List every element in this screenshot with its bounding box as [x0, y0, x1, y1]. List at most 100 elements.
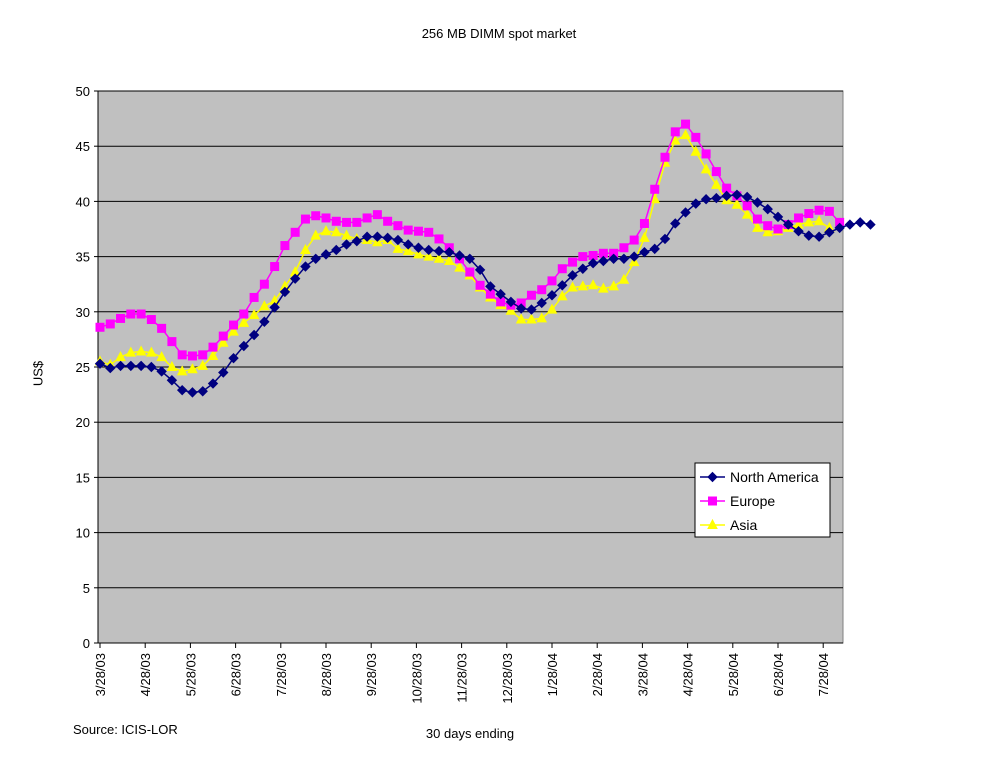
data-point — [567, 281, 578, 292]
data-point — [228, 325, 239, 336]
data-point — [362, 213, 372, 223]
data-point — [639, 246, 650, 258]
data-point — [793, 226, 804, 237]
data-point — [618, 273, 630, 284]
data-point — [536, 312, 548, 323]
data-point — [269, 302, 280, 313]
data-point — [587, 279, 599, 290]
data-point — [803, 216, 815, 227]
data-point — [238, 340, 250, 352]
series-asia — [94, 129, 835, 376]
data-point — [115, 360, 126, 372]
y-tick-label: 45 — [76, 139, 90, 154]
x-tick-label: 11/28/03 — [455, 653, 470, 703]
data-point — [660, 152, 670, 162]
y-tick-label: 30 — [76, 305, 90, 320]
data-point — [135, 345, 147, 356]
series-line — [99, 194, 871, 394]
data-point — [587, 258, 599, 269]
data-point — [762, 203, 773, 215]
data-point — [239, 309, 249, 319]
data-point — [341, 239, 352, 250]
x-tick-label: 12/28/03 — [500, 653, 515, 704]
x-tick-label: 5/28/04 — [726, 653, 741, 696]
data-point — [741, 191, 753, 203]
data-point — [691, 132, 701, 142]
data-point — [176, 365, 188, 376]
data-point — [505, 296, 517, 308]
data-point — [546, 290, 558, 301]
x-tick-label: 5/28/03 — [183, 653, 198, 696]
data-point — [813, 231, 825, 242]
data-point — [187, 363, 198, 374]
x-tick-label: 1/28/04 — [545, 653, 560, 696]
data-point — [310, 229, 322, 240]
data-point — [290, 227, 300, 237]
legend-label: North America — [730, 469, 819, 485]
data-point — [423, 244, 434, 256]
data-point — [475, 280, 485, 290]
data-point — [331, 244, 342, 256]
data-point — [495, 288, 506, 300]
data-point — [310, 253, 321, 265]
data-point — [711, 178, 722, 189]
data-point — [270, 262, 280, 272]
y-tick-label: 5 — [83, 581, 90, 596]
data-point — [392, 242, 404, 253]
y-tick-label: 50 — [76, 84, 90, 99]
data-point — [289, 273, 301, 284]
data-point — [639, 218, 649, 228]
data-point — [834, 222, 845, 234]
x-axis-label: 30 days ending — [425, 726, 515, 741]
legend-label: Europe — [730, 493, 775, 509]
data-point — [434, 234, 444, 244]
data-point — [537, 285, 547, 295]
data-point — [136, 309, 146, 319]
data-point — [167, 337, 177, 347]
data-point — [218, 331, 228, 341]
data-point — [392, 234, 404, 246]
data-point — [752, 197, 763, 208]
data-point — [515, 313, 527, 324]
data-point — [773, 224, 783, 234]
data-point — [670, 127, 680, 137]
data-point — [526, 304, 537, 315]
data-point — [382, 232, 393, 244]
data-point — [259, 300, 270, 311]
data-point — [526, 313, 537, 324]
data-point — [94, 358, 106, 369]
data-point — [157, 323, 167, 333]
data-point — [577, 263, 589, 274]
data-point — [844, 219, 856, 230]
data-point — [680, 207, 691, 218]
data-point — [105, 319, 115, 329]
data-point — [690, 145, 702, 156]
data-point — [731, 189, 743, 200]
data-point — [454, 261, 465, 272]
data-point — [105, 362, 116, 374]
y-tick-label: 35 — [76, 250, 90, 265]
data-point — [752, 214, 762, 224]
data-point — [341, 229, 352, 240]
x-tick-label: 4/28/03 — [138, 653, 153, 696]
data-point — [207, 378, 219, 389]
data-point — [433, 245, 445, 257]
data-point — [413, 226, 423, 236]
data-point — [865, 219, 876, 230]
data-point — [135, 360, 147, 372]
legend-label: Asia — [730, 517, 757, 533]
data-point — [762, 226, 774, 237]
data-point — [731, 198, 743, 209]
data-point — [485, 281, 496, 292]
data-point — [424, 227, 434, 237]
data-point — [700, 193, 712, 205]
data-point — [464, 253, 476, 265]
data-point — [680, 129, 691, 140]
data-point — [402, 245, 414, 256]
data-point — [402, 239, 414, 250]
data-point — [187, 387, 198, 398]
x-tick-label: 7/28/04 — [816, 653, 831, 696]
data-point — [217, 336, 229, 347]
data-point — [794, 213, 804, 223]
data-point — [813, 215, 825, 226]
